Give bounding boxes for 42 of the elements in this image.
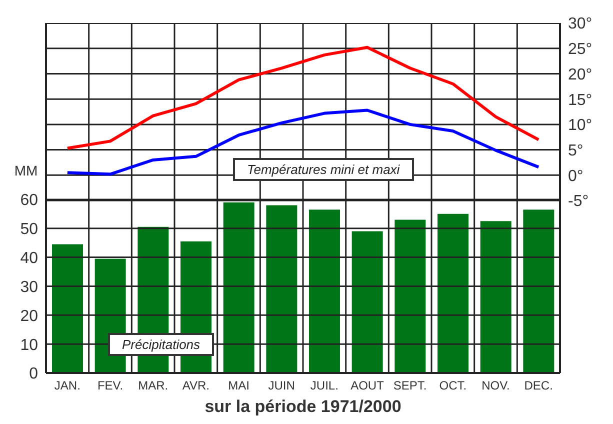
bar — [52, 244, 83, 373]
y-tick-label: 40 — [20, 250, 38, 267]
y-tick-label: 20 — [20, 308, 38, 325]
bar — [523, 210, 554, 373]
bar — [437, 214, 468, 373]
y2-tick-label: 30° — [568, 16, 592, 33]
y2-tick-label: 0° — [568, 168, 584, 185]
y2-tick-label: 20° — [568, 66, 592, 84]
y-tick-label: 50 — [20, 221, 38, 238]
x-tick-label: OCT. — [439, 378, 467, 393]
x-tick-label: SEPT. — [393, 378, 427, 393]
y-tick-label: 30 — [20, 278, 38, 296]
y2-tick-label: 10° — [568, 117, 592, 134]
x-tick-label: JAN. — [54, 378, 80, 393]
x-axis-title: sur la période 1971/2000 — [204, 397, 402, 416]
y-tick-label: 60 — [20, 192, 38, 210]
y2-tick-label: 15° — [568, 92, 592, 109]
y-tick-label: 10 — [20, 336, 38, 354]
bar — [352, 231, 383, 373]
x-tick-label: AVR. — [182, 378, 210, 393]
line-series — [66, 108, 540, 176]
x-tick-label: AOUT — [350, 378, 385, 393]
y-tick-label: 0 — [29, 366, 38, 383]
bar — [223, 202, 254, 373]
bar — [266, 205, 298, 373]
y2-tick-label: 5° — [568, 142, 584, 160]
x-tick-label: MAR. — [138, 378, 168, 393]
x-tick-label: NOV. — [482, 378, 510, 393]
x-tick-label: DEC. — [524, 378, 553, 393]
annotation: Températures mini et maxi — [233, 158, 414, 181]
x-tick-label: JUIN — [268, 378, 295, 393]
line-series — [66, 46, 540, 150]
x-tick-label: MAI — [228, 378, 250, 393]
bar — [308, 210, 340, 373]
y2-tick-label: -5° — [568, 193, 589, 210]
x-tick-label: FEV. — [97, 378, 124, 393]
annotation: Précipitations — [108, 333, 214, 356]
bar — [394, 220, 426, 373]
bar — [480, 221, 512, 373]
y2-tick-label: 25° — [568, 41, 592, 58]
y-axis-title: MM — [14, 162, 38, 178]
x-tick-label: JUIL. — [310, 378, 338, 393]
